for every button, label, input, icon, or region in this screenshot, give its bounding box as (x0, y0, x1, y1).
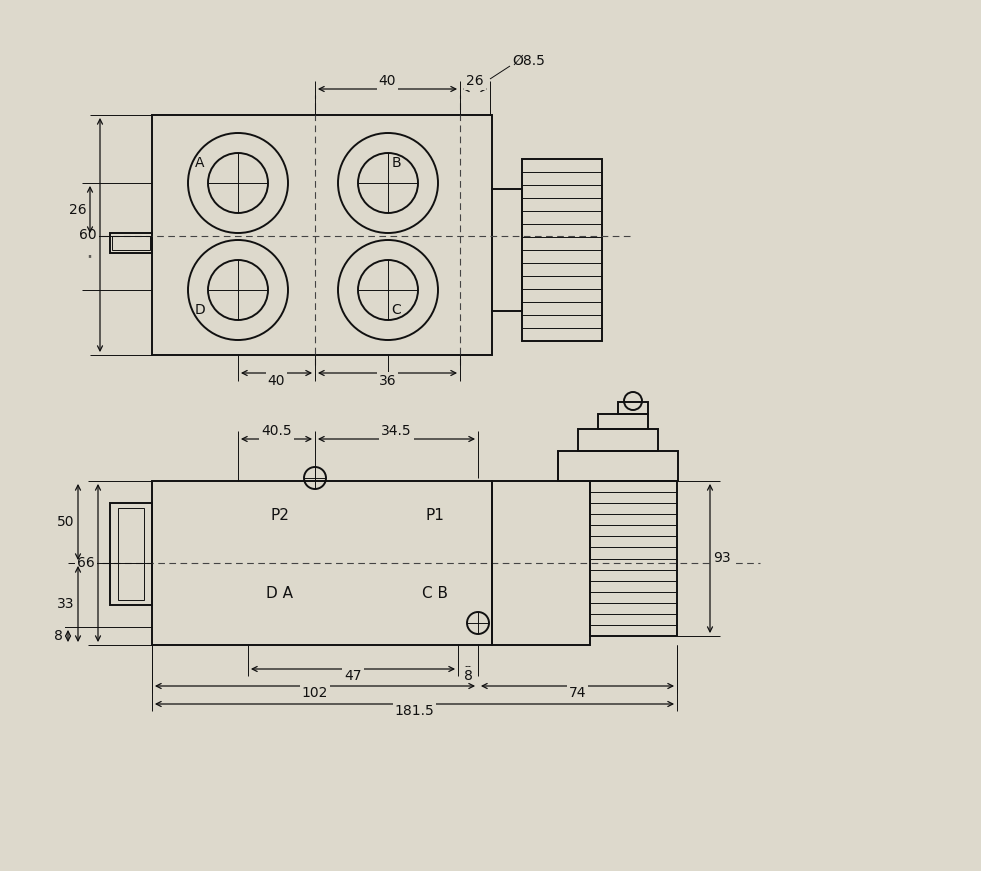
Bar (112, 236, 150, 250)
Text: 40.5: 40.5 (261, 424, 291, 438)
Bar (152, 115, 492, 355)
Text: 34.5: 34.5 (382, 424, 412, 438)
Bar (590, 481, 677, 636)
Text: B: B (391, 156, 401, 170)
Bar (578, 429, 658, 451)
Text: 36: 36 (379, 374, 396, 388)
Text: C: C (391, 303, 401, 317)
Text: D: D (194, 303, 205, 317)
Text: 40: 40 (379, 74, 396, 88)
Text: 60: 60 (79, 228, 97, 242)
Bar (492, 481, 590, 645)
Text: P2: P2 (271, 509, 289, 523)
Text: 33: 33 (57, 597, 75, 611)
Text: 93: 93 (713, 551, 731, 565)
Bar (118, 508, 144, 600)
Text: 102: 102 (302, 686, 329, 700)
Bar (618, 402, 648, 414)
Text: 74: 74 (569, 686, 587, 700)
Text: C B: C B (422, 585, 448, 600)
Text: '': '' (87, 254, 92, 264)
Text: 8: 8 (464, 669, 473, 683)
Text: P1: P1 (426, 509, 444, 523)
Text: 181.5: 181.5 (394, 704, 435, 718)
Text: 50: 50 (57, 515, 75, 529)
Bar (110, 503, 152, 605)
Bar (152, 481, 492, 645)
Text: 66: 66 (77, 556, 95, 570)
Bar (492, 189, 522, 311)
Text: D A: D A (267, 585, 293, 600)
Text: 40: 40 (268, 374, 285, 388)
Bar (522, 159, 602, 341)
Text: 26: 26 (70, 202, 86, 217)
Text: A: A (195, 156, 205, 170)
Text: 47: 47 (344, 669, 362, 683)
Bar (110, 233, 152, 253)
Text: 26: 26 (466, 74, 484, 88)
Text: 8: 8 (54, 629, 63, 643)
Text: Ø8.5: Ø8.5 (512, 54, 544, 68)
Bar (598, 414, 648, 429)
Bar (558, 451, 678, 481)
